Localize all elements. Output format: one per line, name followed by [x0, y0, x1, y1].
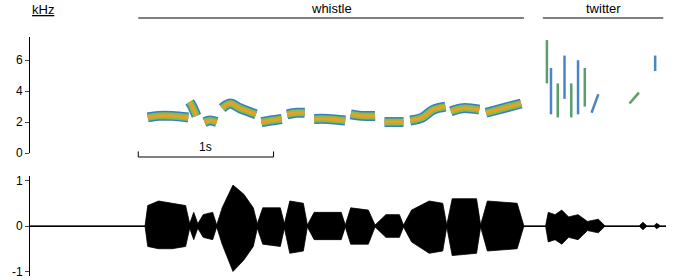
- svg-text:1s: 1s: [199, 140, 212, 154]
- svg-text:4: 4: [16, 84, 23, 98]
- svg-text:0: 0: [16, 146, 23, 160]
- svg-text:twitter: twitter: [586, 1, 621, 16]
- svg-text:kHz: kHz: [32, 2, 54, 17]
- svg-text:-1: -1: [12, 265, 23, 279]
- svg-text:1: 1: [16, 174, 23, 188]
- svg-text:whistle: whistle: [311, 1, 352, 16]
- svg-text:2: 2: [16, 115, 23, 129]
- svg-text:0: 0: [16, 219, 23, 233]
- svg-text:6: 6: [16, 53, 23, 67]
